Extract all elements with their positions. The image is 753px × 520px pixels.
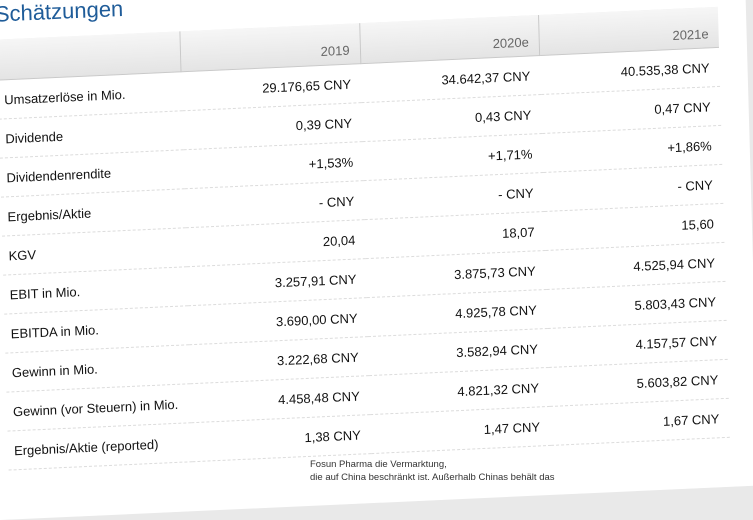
article-line: Fosun Pharma die Vermarktung, (310, 459, 447, 470)
estimates-table: 2019 2020e 2021e Umsatzerlöse in Mio. 29.17… (0, 6, 730, 471)
row-label: Ergebnis/Aktie (reported) (7, 422, 193, 471)
cell-value: 1,47 CNY (370, 406, 551, 454)
article-text-fragment: Fosun Pharma die Vermarktung, die auf Ch… (310, 458, 555, 484)
article-line: die auf China beschränkt ist. Außerhalb … (310, 472, 555, 483)
cell-value: 1,38 CNY (191, 414, 372, 462)
table-body: Umsatzerlöse in Mio. 29.176,65 CNY 34.642,… (0, 47, 730, 471)
section-title: Schätzungen (0, 0, 124, 27)
cell-value: 1,67 CNY (549, 398, 730, 446)
